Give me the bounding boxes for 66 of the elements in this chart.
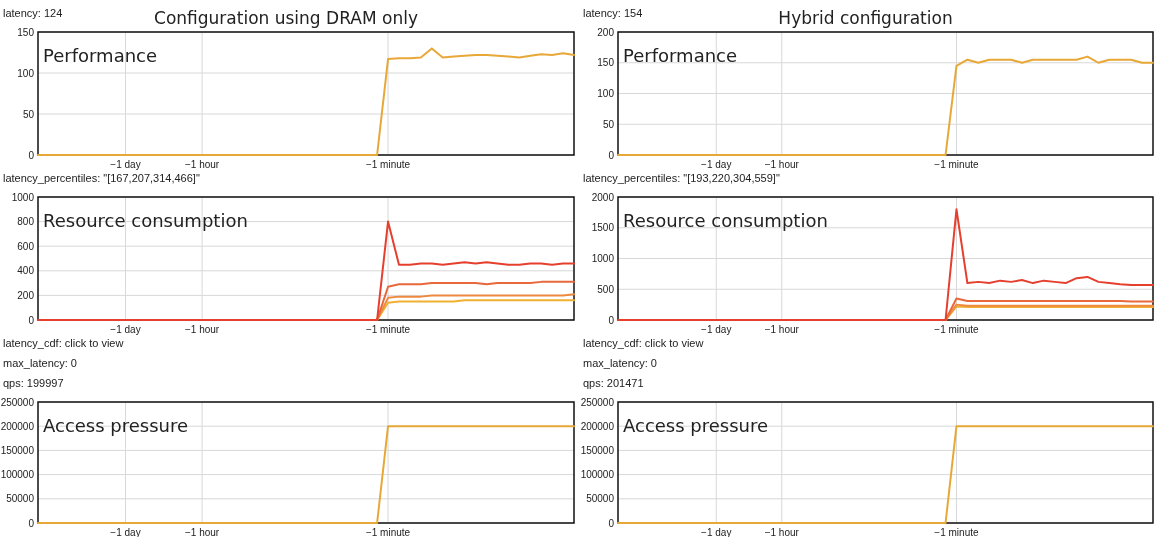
x-tick-label: −1 day [110,159,141,170]
text: latency_cdf: click to view [583,337,704,349]
y-tick-label: 800 [17,216,35,228]
y-tick-label: 0 [608,314,615,326]
x-tick-label: −1 hour [764,159,800,170]
y-tick-label: 2000 [591,191,615,203]
y-tick-label: 200000 [0,420,35,432]
x-tick-label: −1 hour [764,324,800,335]
text: Resource consumption [623,210,828,231]
text: Access pressure [623,415,769,436]
y-tick-label: 0 [608,149,615,161]
y-tick-label: 150 [17,26,35,38]
y-tick-label: 150000 [0,444,35,456]
y-tick-label: 200 [17,289,35,301]
y-tick-label: 1500 [591,222,615,234]
y-tick-label: 0 [28,517,35,529]
x-tick-label: −1 day [110,324,141,335]
text: latency_percentiles: "[193,220,304,559]" [583,172,780,184]
y-tick-label: 0 [28,149,35,161]
y-tick-label: 150 [597,57,615,69]
text: Access pressure [43,415,189,436]
x-tick-label: −1 minute [365,324,411,335]
y-tick-label: 500 [597,283,615,295]
y-tick-label: 100 [597,88,615,99]
x-tick-label: −1 minute [365,159,411,170]
y-tick-label: 600 [17,240,35,252]
y-tick-label: 250000 [0,396,35,408]
y-tick-label: 200000 [580,420,615,432]
y-tick-label: 100000 [580,469,615,481]
text: latency: 154 [583,7,643,19]
text: max_latency: 0 [583,357,657,369]
y-tick-label: 1000 [11,191,35,203]
text: Performance [623,45,738,66]
x-tick-label: −1 minute [934,159,979,170]
x-tick-label: −1 hour [764,527,800,537]
x-tick-label: −1 hour [184,159,220,170]
y-tick-label: 0 [28,314,35,326]
y-tick-label: 50 [602,118,615,130]
text: latency_cdf: click to view [3,337,124,349]
y-tick-label: 50000 [6,493,35,505]
chart-subtitle: Hybrid configuration [778,8,953,28]
x-tick-label: −1 minute [934,324,979,335]
text: qps: 199997 [3,377,64,389]
x-tick-label: −1 minute [934,527,979,537]
y-tick-label: 150000 [580,444,615,456]
text: latency: 124 [3,7,63,19]
x-tick-label: −1 minute [365,527,411,537]
y-tick-label: 200 [597,26,615,38]
x-tick-label: −1 day [701,324,732,335]
y-tick-label: 1000 [591,253,615,264]
text: qps: 201471 [583,377,644,389]
x-tick-label: −1 day [701,159,732,170]
x-tick-label: −1 hour [184,527,220,537]
text: Performance [43,45,158,66]
text: Resource consumption [43,210,248,231]
text: max_latency: 0 [3,357,77,369]
y-tick-label: 100000 [0,469,35,481]
y-tick-label: 100 [17,67,35,79]
x-tick-label: −1 hour [184,324,220,335]
y-tick-label: 400 [17,265,35,277]
y-tick-label: 250000 [580,396,615,408]
y-tick-label: 50000 [586,493,615,505]
chart-subtitle: Configuration using DRAM only [154,8,418,28]
y-tick-label: 0 [608,517,615,529]
text: latency_percentiles: "[167,207,314,466]" [3,172,200,184]
y-tick-label: 50 [22,108,35,120]
